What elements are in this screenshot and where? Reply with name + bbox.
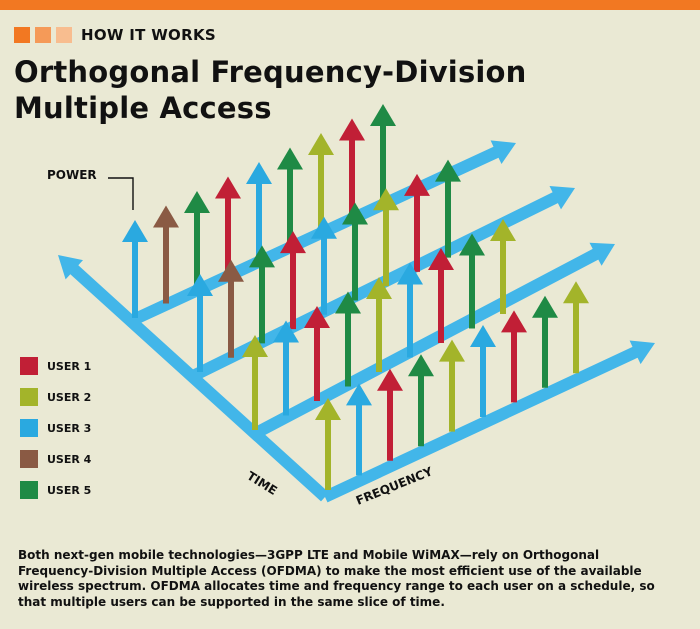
user-4-arrow xyxy=(153,205,179,304)
time-label: TIME xyxy=(244,469,279,498)
kicker-square-icon xyxy=(56,27,72,43)
user-3-arrow xyxy=(311,216,337,315)
user-3-arrow xyxy=(273,320,299,416)
legend: USER 1 USER 2 USER 3 USER 4 USER 5 xyxy=(20,356,91,511)
legend-label: USER 5 xyxy=(47,483,92,497)
frequency-axis xyxy=(322,340,655,503)
user-5-arrow xyxy=(459,233,485,329)
user-5-arrow xyxy=(342,202,368,301)
user-3-swatch xyxy=(20,419,38,437)
user-5-arrow xyxy=(435,159,461,258)
user-arrows xyxy=(122,104,589,490)
title-line-2: Multiple Access xyxy=(14,91,272,125)
legend-item-user-3: USER 3 xyxy=(20,418,91,438)
user-3-arrow xyxy=(122,220,148,318)
kicker-square-icon xyxy=(14,27,30,43)
user-2-arrow xyxy=(308,133,334,231)
kicker-square-icon xyxy=(35,27,51,43)
user-1-arrow xyxy=(304,306,330,401)
user-1-arrow xyxy=(339,118,365,217)
legend-item-user-5: USER 5 xyxy=(20,480,91,500)
user-3-arrow xyxy=(397,262,423,358)
legend-label: USER 1 xyxy=(47,359,92,373)
user-3-arrow xyxy=(187,274,213,372)
caption: Both next-gen mobile technologies—3GPP L… xyxy=(18,548,655,609)
top-accent-bar xyxy=(0,0,700,10)
user-2-arrow xyxy=(242,335,268,430)
user-1-arrow xyxy=(215,176,241,275)
user-5-arrow xyxy=(408,354,434,447)
user-2-arrow xyxy=(439,339,465,432)
user-2-arrow xyxy=(366,277,392,372)
user-1-arrow xyxy=(428,248,454,343)
user-1-arrow xyxy=(404,173,430,272)
page-title: Orthogonal Frequency-Division Multiple A… xyxy=(14,54,527,126)
user-3-arrow xyxy=(246,162,272,260)
user-3-arrow xyxy=(470,325,496,417)
kicker-text: HOW IT WORKS xyxy=(81,26,216,44)
user-5-arrow xyxy=(335,291,361,387)
frequency-row-3 xyxy=(255,242,615,438)
user-1-arrow xyxy=(501,310,527,403)
section-kicker: HOW IT WORKS xyxy=(14,25,216,45)
power-leader-line xyxy=(108,177,134,210)
power-label: POWER xyxy=(47,168,97,182)
user-5-swatch xyxy=(20,481,38,499)
legend-label: USER 2 xyxy=(47,390,92,404)
user-4-arrow xyxy=(218,259,244,358)
legend-item-user-2: USER 2 xyxy=(20,387,91,407)
legend-label: USER 4 xyxy=(47,452,92,466)
title-line-1: Orthogonal Frequency-Division xyxy=(14,55,527,89)
user-2-swatch xyxy=(20,388,38,406)
user-1-swatch xyxy=(20,357,38,375)
user-1-arrow xyxy=(280,231,306,330)
legend-item-user-1: USER 1 xyxy=(20,356,91,376)
user-2-arrow xyxy=(490,219,516,314)
ofdma-diagram: POWER TIME FREQUENCY xyxy=(47,104,655,508)
user-4-swatch xyxy=(20,450,38,468)
user-5-arrow xyxy=(249,245,275,344)
user-2-arrow xyxy=(373,188,399,287)
legend-label: USER 3 xyxy=(47,421,92,435)
user-1-arrow xyxy=(377,368,403,461)
user-5-arrow xyxy=(370,104,396,202)
user-5-arrow xyxy=(532,295,558,388)
user-2-arrow xyxy=(315,398,341,490)
user-5-arrow xyxy=(277,147,303,246)
user-3-arrow xyxy=(346,383,372,476)
legend-item-user-4: USER 4 xyxy=(20,449,91,469)
user-2-arrow xyxy=(563,281,589,374)
user-5-arrow xyxy=(184,191,210,289)
time-axis xyxy=(58,255,329,502)
